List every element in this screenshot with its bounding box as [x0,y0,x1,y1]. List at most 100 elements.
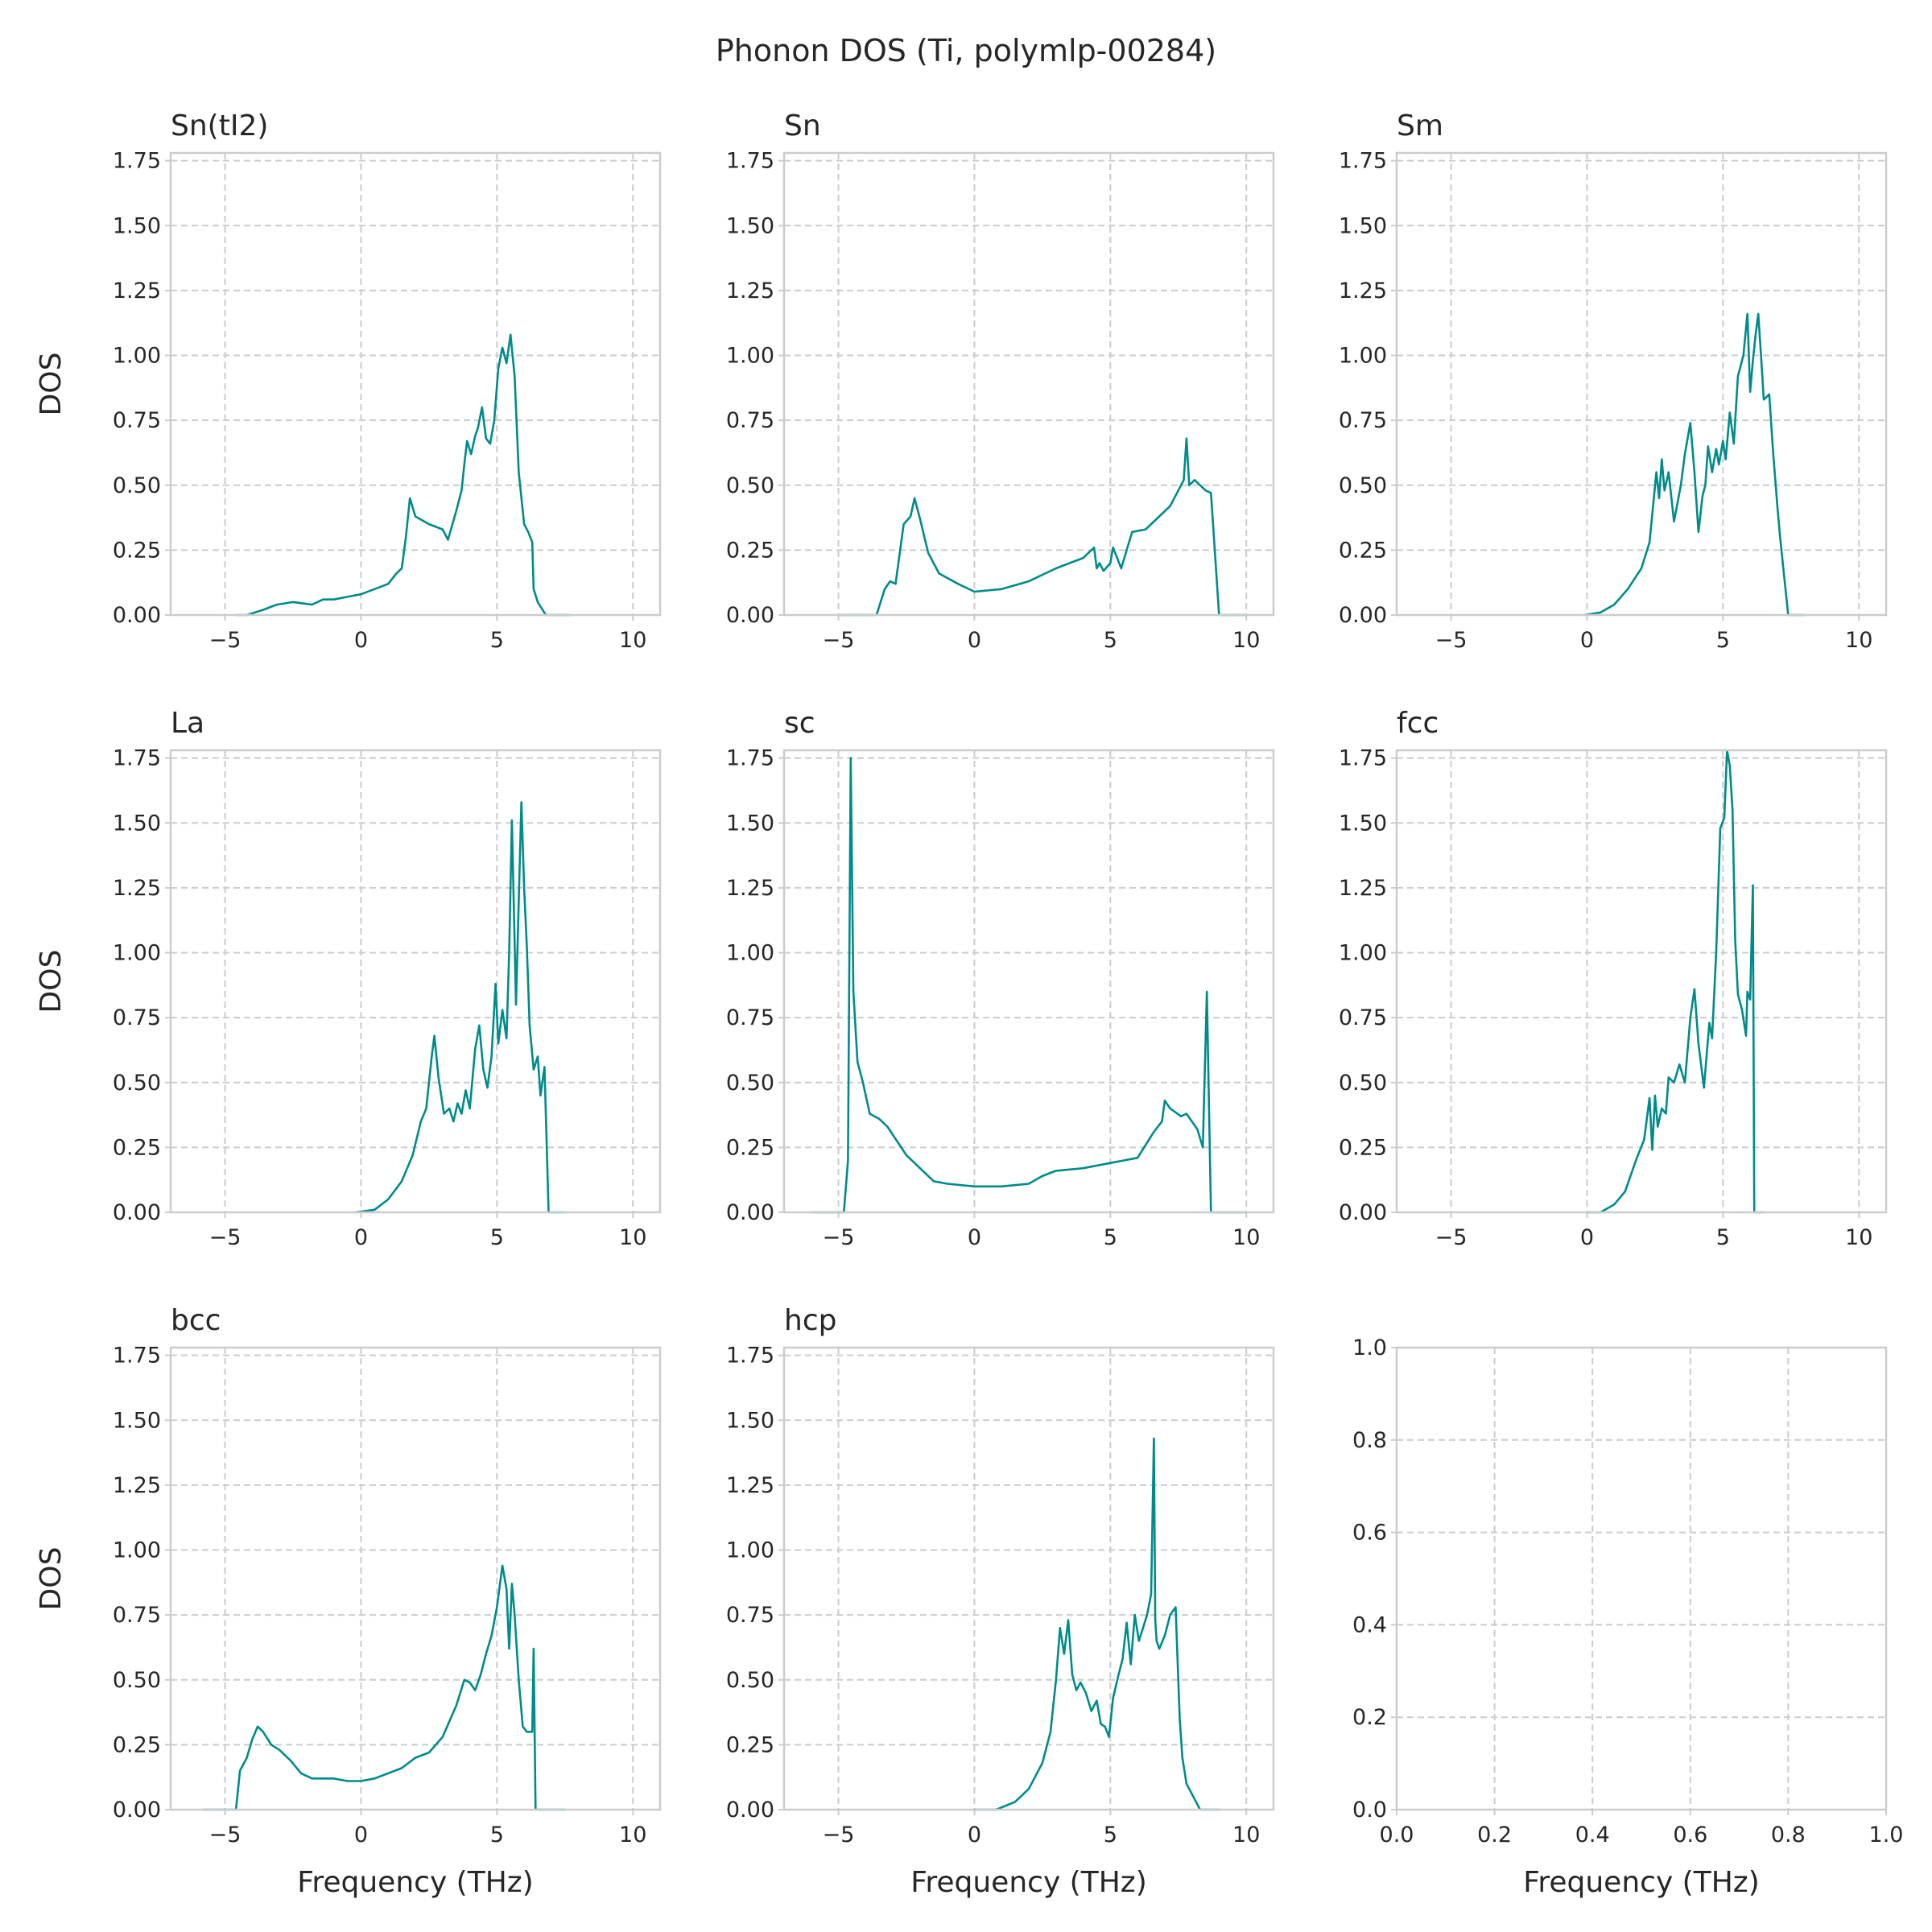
panel-title: La [171,707,204,740]
x-tick-label: 10 [1232,628,1260,653]
y-tick-label: 1.00 [1339,344,1387,369]
panel-title: bcc [171,1304,221,1337]
y-tick-label: 1.75 [1339,746,1387,771]
y-tick-label: 1.75 [113,746,161,771]
x-tick-label: 10 [1845,1225,1872,1250]
y-axis-label: DOS [35,353,68,416]
x-tick-label: 5 [1716,1225,1730,1250]
x-tick-label: 10 [1232,1225,1260,1250]
y-tick-label: 1.25 [1339,279,1387,303]
y-tick-label: 0.75 [113,408,161,433]
x-tick-label: 10 [619,628,646,653]
y-tick-label: 0.75 [1339,1005,1387,1030]
panel-2: −5 0 5 10 0.00 0.25 0.50 0.75 1.00 1.25 1.50 1.75 Sn [726,109,1275,653]
x-tick-label: 0 [968,1225,981,1250]
x-tick-label: 1.0 [1869,1823,1904,1847]
y-tick-label: 0.00 [726,1798,774,1823]
y-tick-label: 1.50 [113,811,161,836]
dos-line [1583,312,1806,617]
x-tick-label: 0 [1580,1225,1594,1250]
x-tick-label: 5 [490,1225,504,1250]
y-tick-label: 1.75 [113,1344,161,1368]
plot-area [1397,153,1886,615]
y-tick-label: 0.4 [1352,1612,1387,1637]
y-tick-label: 1.0 [1352,1335,1387,1360]
dos-line [234,333,572,617]
y-tick-label: 1.50 [726,213,774,238]
x-tick-label: −5 [823,628,855,653]
y-tick-label: 0.50 [726,1071,774,1096]
panel-9: 0.0 0.2 0.4 0.6 0.8 1.0 0.0 0.2 0.4 0.6 0.8 1.0 Freq… [1352,1335,1903,1899]
y-tick-label: 0.75 [1339,408,1387,433]
y-tick-label: 1.00 [113,344,161,369]
x-tick-label: 0 [968,1823,981,1847]
x-axis-label: Frequency (THz) [297,1866,533,1899]
y-tick-label: 1.75 [726,1344,774,1368]
y-tick-label: 1.50 [1339,213,1387,238]
panel-title: hcp [784,1304,836,1337]
plot-area [784,1348,1274,1810]
x-tick-label: 10 [1232,1823,1260,1847]
plot-area [171,750,660,1212]
dos-line [1586,749,1765,1214]
y-axis-label: DOS [35,950,68,1013]
panel-title: Sn [784,109,821,142]
y-tick-label: 1.25 [726,279,774,303]
y-tick-label: 0.25 [726,1732,774,1757]
y-tick-label: 1.25 [726,876,774,901]
x-tick-label: 0.8 [1771,1823,1806,1847]
panels: −5 0 5 100.000.250.500.751.001.251.501.75Sn… [35,109,1903,1899]
plot-area [784,153,1274,615]
y-tick-label: 1.75 [113,149,161,174]
x-tick-label: 10 [619,1823,646,1847]
plot-area [784,750,1274,1212]
panel-5: −5 0 5 10 0.00 0.25 0.50 0.75 1.00 1.25 1.50 1.75 sc [726,707,1275,1250]
y-tick-label: 1.50 [113,213,161,238]
y-tick-label: 1.75 [1339,149,1387,174]
y-tick-label: 0.75 [113,1005,161,1030]
panel-1: −5 0 5 10 0.00 0.25 0.50 0.75 1.00 1.25 1.50 1.75 Sn… [35,109,662,653]
y-tick-label: 0.50 [726,473,774,498]
y-tick-label: 1.00 [726,1538,774,1563]
x-tick-label: 5 [490,1823,504,1847]
x-tick-label: 0 [968,628,981,653]
y-tick-label: 0.25 [1339,1135,1387,1160]
y-tick-label: 0.00 [113,603,161,628]
x-tick-label: 5 [490,628,504,653]
y-tick-label: 0.0 [1352,1798,1387,1823]
x-tick-label: 0 [354,1225,368,1250]
dos-line [354,801,567,1214]
y-tick-label: 0.50 [1339,1071,1387,1096]
x-tick-label: 5 [1104,1823,1117,1847]
y-tick-label: 1.00 [726,941,774,966]
y-tick-label: 0.25 [113,1732,161,1757]
y-tick-label: 0.6 [1352,1521,1387,1546]
x-tick-label: 10 [1845,628,1872,653]
figure-title: Phonon DOS (Ti, polymlp-00284) [716,33,1216,68]
dos-line [973,1437,1220,1811]
plot-area [171,1348,660,1810]
x-tick-label: 0 [354,628,368,653]
panel-4: −5 0 5 10 0.00 0.25 0.50 0.75 1.00 1.25 1.50 1.75 La… [35,707,662,1250]
y-tick-label: 0.25 [113,538,161,563]
axes-frame [169,151,662,617]
y-tick-label: 0.75 [113,1603,161,1628]
panel-title: Sn(tI2) [171,109,268,142]
y-tick-label: 1.25 [1339,876,1387,901]
axes-frame [782,749,1275,1214]
y-tick-label: 1.75 [726,746,774,771]
y-tick-label: 1.50 [726,811,774,836]
y-tick-label: 0.50 [113,473,161,498]
x-tick-label: −5 [1435,1225,1468,1250]
y-tick-label: 1.50 [726,1408,774,1433]
x-tick-label: −5 [823,1823,855,1847]
x-tick-label: 0.0 [1380,1823,1414,1847]
y-tick-label: 0.2 [1352,1705,1387,1730]
axes-frame [1395,749,1888,1214]
y-tick-label: 1.25 [726,1473,774,1498]
panel-title: Sm [1397,109,1443,142]
y-tick-label: 0.8 [1352,1428,1387,1453]
y-tick-label: 0.00 [726,1200,774,1225]
axes-frame [1395,1346,1888,1811]
